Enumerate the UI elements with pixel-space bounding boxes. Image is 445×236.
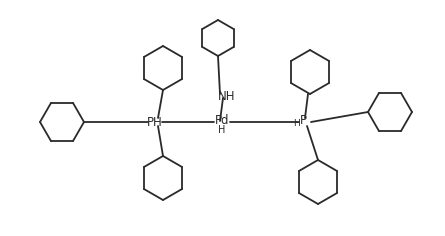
Text: H: H (293, 119, 299, 128)
Text: NH: NH (218, 89, 236, 102)
Text: PH: PH (147, 115, 163, 128)
Text: P: P (299, 114, 307, 127)
Text: H: H (218, 125, 226, 135)
Text: Pd: Pd (215, 114, 229, 127)
